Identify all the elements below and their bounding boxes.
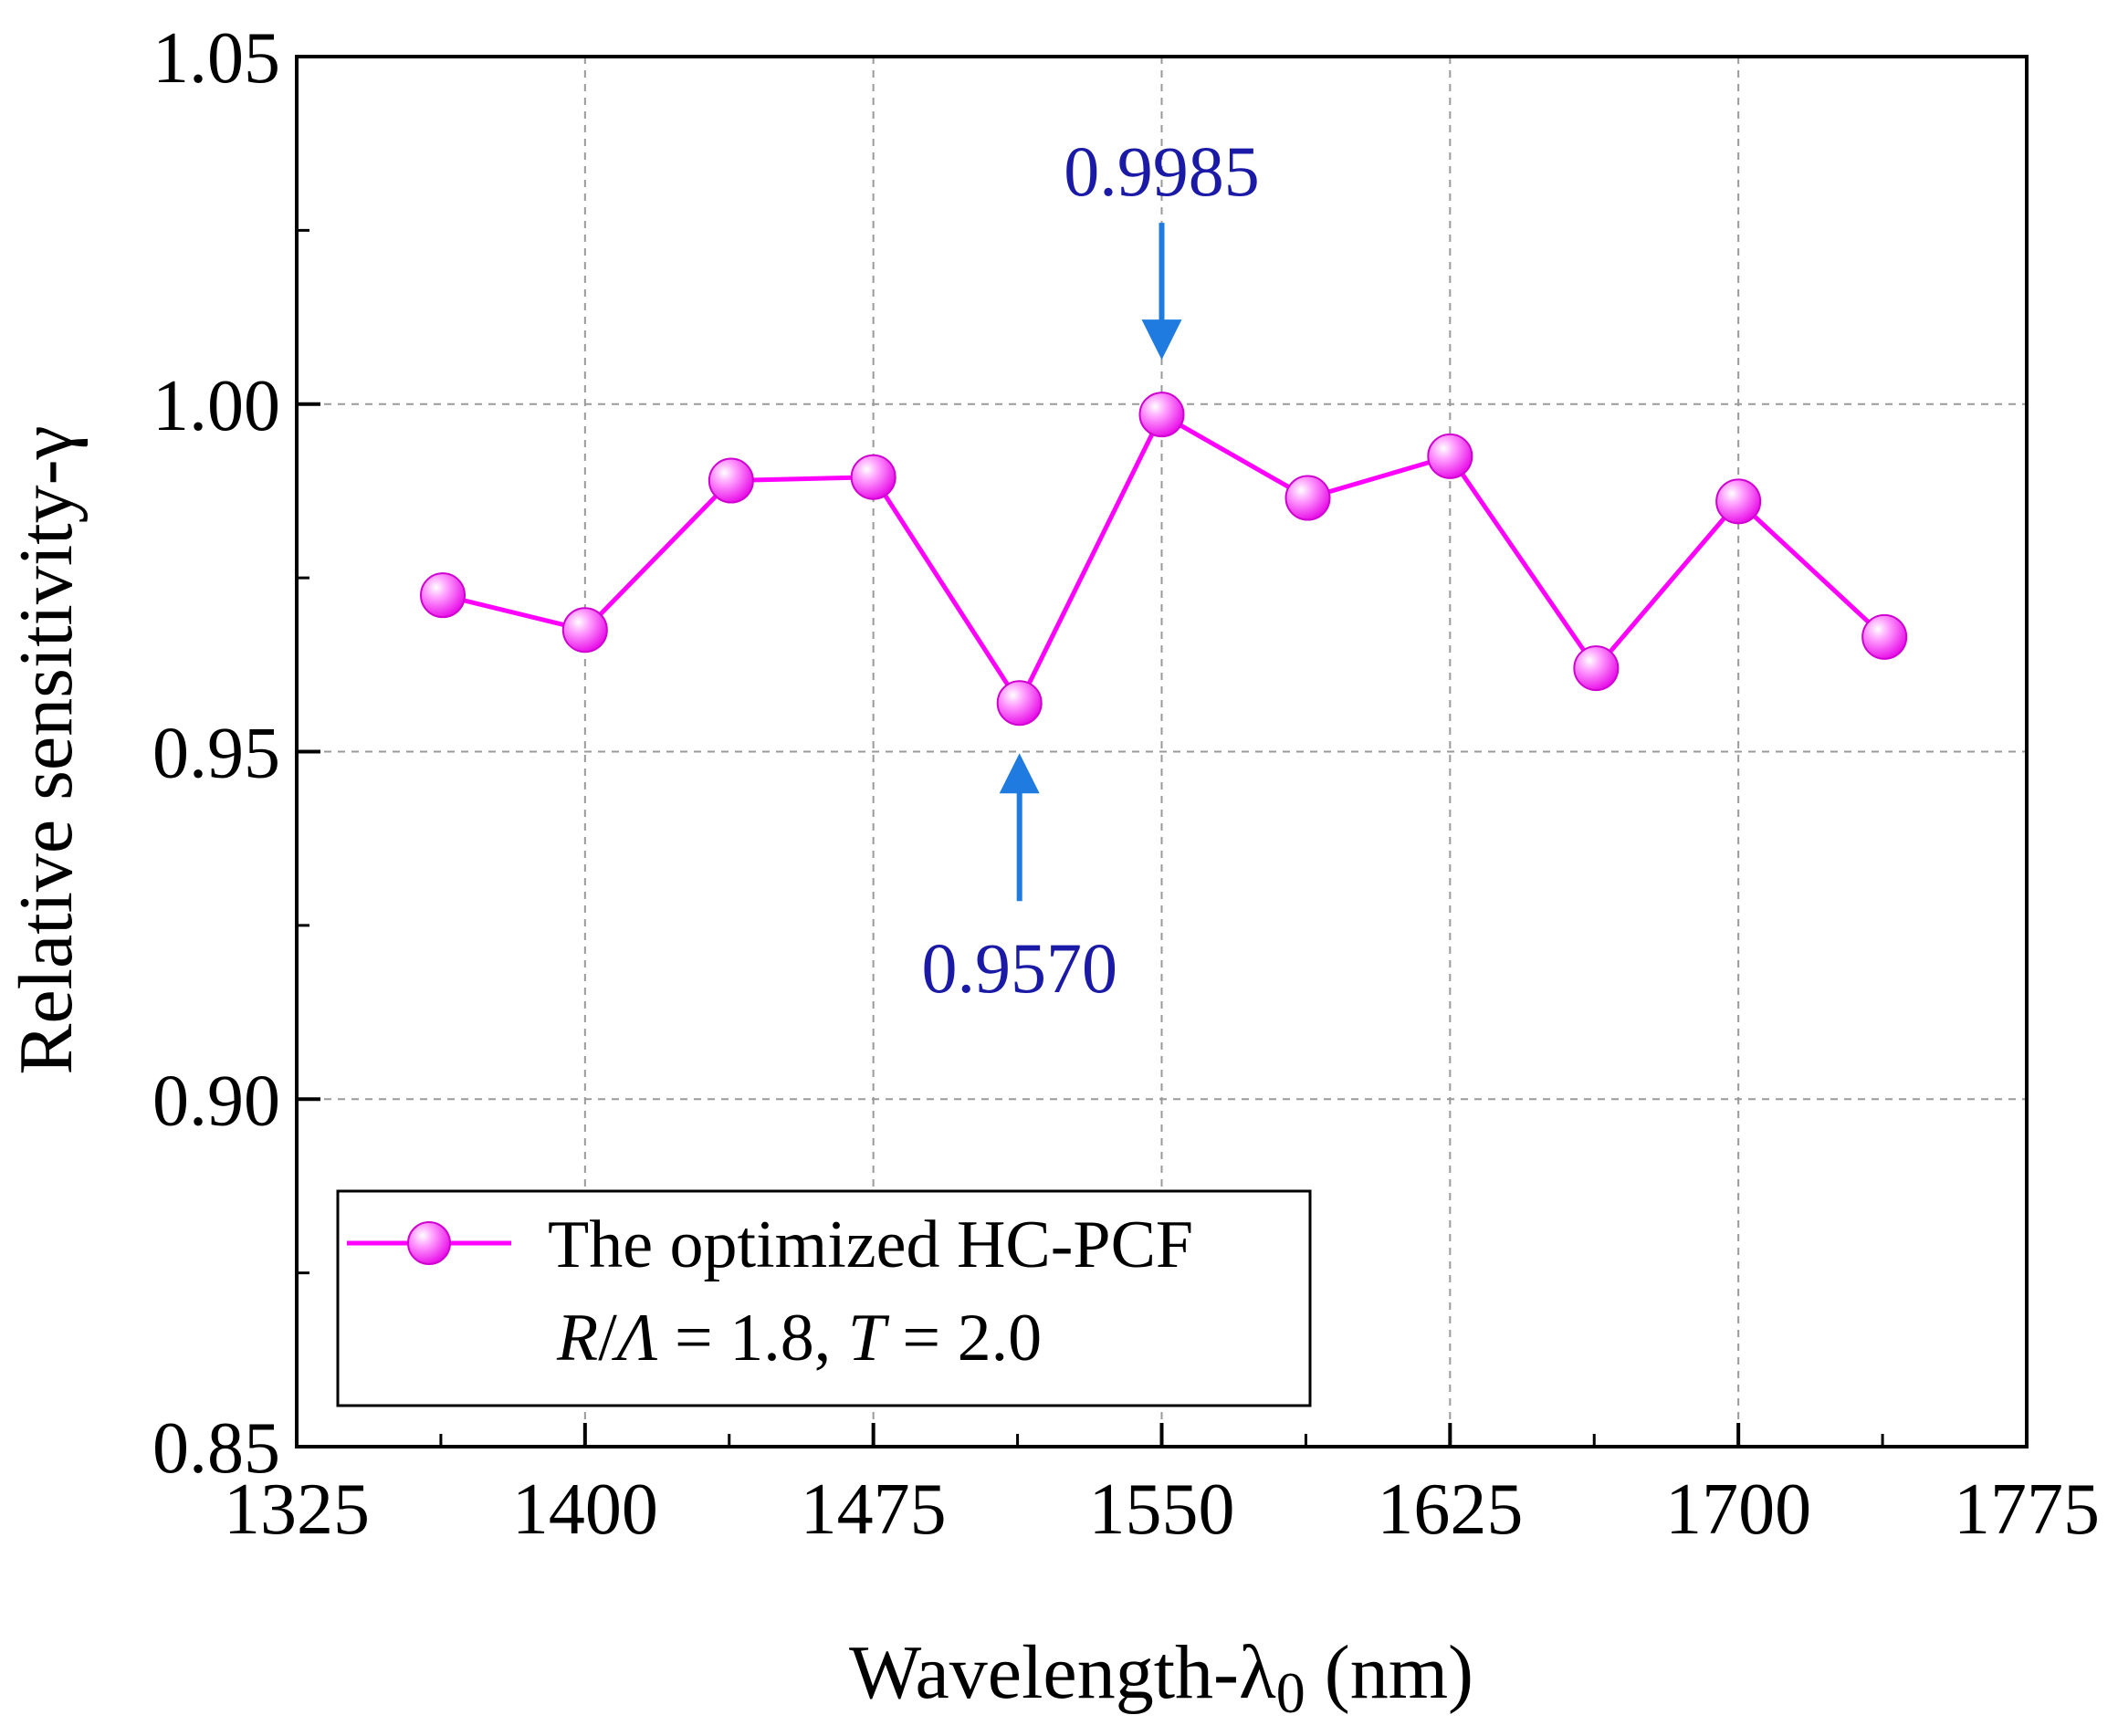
x-axis-title-sub: 0 (1276, 1660, 1305, 1725)
x-tick-label: 1400 (512, 1469, 658, 1550)
param-t: T (848, 1301, 890, 1375)
x-tick-label: 1775 (1954, 1469, 2100, 1550)
annotation-arrow-head (1141, 319, 1182, 361)
data-point (1861, 613, 1908, 660)
annotation-label: 0.9985 (1064, 131, 1260, 211)
annotation: 0.9570 (921, 753, 1117, 1008)
y-tick-label: 1.05 (152, 18, 280, 99)
x-axis-title-unit: (nm) (1305, 1630, 1473, 1715)
series-line (420, 392, 1908, 727)
legend-box (336, 1189, 1312, 1407)
annotations: 0.9985 0.9570 (921, 131, 1259, 1008)
series-polyline (442, 412, 1886, 706)
x-tick-label: 1475 (801, 1469, 947, 1550)
data-point (1284, 475, 1331, 521)
data-point (561, 607, 608, 654)
param-eq1: = 1.8, (657, 1301, 847, 1375)
x-axis-title: Wavelength-λ0 (nm) (849, 1630, 1473, 1725)
param-eq2: = 2.0 (886, 1301, 1042, 1375)
param-slash: / (598, 1301, 617, 1375)
param-lambda: Λ (612, 1301, 658, 1375)
x-tick-label: 1325 (224, 1469, 370, 1550)
data-point (1715, 478, 1762, 525)
x-tick-label: 1550 (1089, 1469, 1235, 1550)
data-point (420, 572, 467, 619)
annotation-arrow-head (999, 753, 1040, 794)
tick-labels: 1325 1400 1475 1550 1625 1700 1775 0.85 0.90 0.95… (152, 18, 2100, 1550)
legend-params: R/Λ = 1.8, T = 2.0 (556, 1301, 1042, 1375)
y-tick-label: 0.90 (152, 1061, 280, 1141)
param-r: R (556, 1301, 598, 1375)
data-point (1138, 392, 1185, 438)
legend-entry-label: The optimized HC-PCF (548, 1208, 1193, 1282)
x-axis-title-main: Wavelength-λ (849, 1630, 1276, 1715)
y-tick-label: 1.00 (152, 366, 280, 446)
x-tick-label: 1625 (1377, 1469, 1523, 1550)
annotation-label: 0.9570 (921, 928, 1117, 1008)
data-point (850, 454, 896, 500)
y-axis-title: Relative sensitivity-γ (4, 425, 89, 1074)
data-point (1427, 433, 1473, 479)
data-point (996, 680, 1043, 727)
y-tick-label: 0.85 (152, 1408, 280, 1489)
x-tick-label: 1700 (1665, 1469, 1811, 1550)
axis-ticks (295, 55, 2029, 1448)
legend-marker-swatch (407, 1221, 451, 1265)
legend: The optimized HC-PCF R/Λ = 1.8, T = 2.0 (336, 1189, 1312, 1407)
data-point (1573, 645, 1620, 692)
y-tick-label: 0.95 (152, 714, 280, 794)
data-point (708, 457, 754, 504)
annotation: 0.9985 (1064, 131, 1260, 361)
